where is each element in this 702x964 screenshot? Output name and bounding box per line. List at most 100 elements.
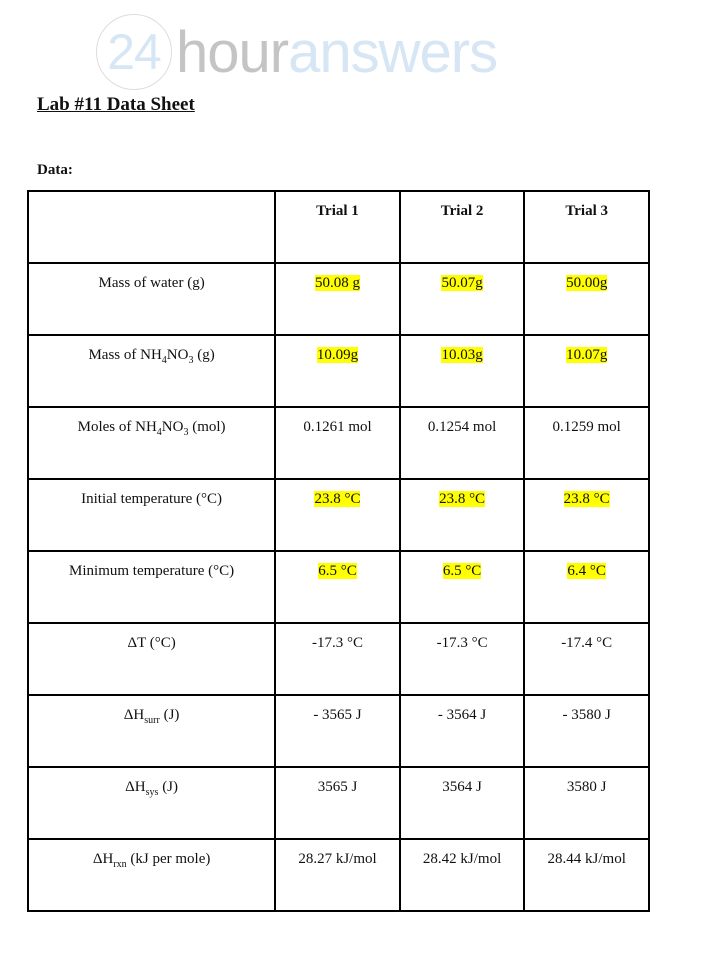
cell-value: 3564 J — [442, 779, 482, 795]
row-label: Mass of NH4NO3 (g) — [26, 334, 277, 408]
row-label: ΔT (°C) — [26, 622, 277, 696]
watermark-logo: 24 hour answers — [96, 12, 498, 92]
cell-value: 6.4 °C — [567, 563, 606, 579]
label-subscript: 3 — [188, 355, 194, 366]
cell-value: 6.5 °C — [442, 563, 482, 579]
cell-value: - 3564 J — [437, 707, 487, 723]
trial-3-cell: 28.44 kJ/mol — [523, 838, 650, 912]
label-text: NO — [161, 419, 184, 435]
cell-value: - 3565 J — [313, 707, 362, 723]
header-trial-2: Trial 2 — [398, 190, 526, 264]
header-trial-1: Trial 1 — [274, 190, 401, 264]
header-trial-3: Trial 3 — [523, 190, 650, 264]
row-label: Minimum temperature (°C) — [26, 550, 277, 624]
label-subscript: rxn — [113, 859, 127, 870]
trial-1-cell: 6.5 °C — [274, 550, 401, 624]
row-label: Initial temperature (°C) — [26, 478, 277, 552]
cell-value: 10.09g — [316, 347, 359, 363]
watermark-answers: answers — [288, 19, 498, 85]
label-text: NO — [166, 347, 189, 363]
trial-3-cell: - 3580 J — [523, 694, 650, 768]
trial-1-cell: 50.08 g — [274, 262, 401, 336]
label-subscript: sys — [145, 787, 159, 798]
table-row: Moles of NH4NO3 (mol) 0.1261 mol 0.1254 mo… — [26, 406, 650, 480]
trial-3-cell: 10.07g — [523, 334, 650, 408]
table-row: Mass of water (g) 50.08 g 50.07g 50.00g — [26, 262, 650, 336]
label-text: (kJ per mole) — [126, 851, 211, 867]
trial-2-cell: 0.1254 mol — [398, 406, 526, 480]
cell-value: -17.3 °C — [311, 635, 363, 651]
cell-value: 3580 J — [566, 779, 607, 795]
trial-1-cell: -17.3 °C — [274, 622, 401, 696]
label-text: Mass of water (g) — [98, 275, 205, 291]
trial-1-cell: 10.09g — [274, 334, 401, 408]
label-text: Minimum temperature (°C) — [69, 563, 235, 579]
label-subscript: 3 — [183, 427, 189, 438]
label-text: (mol) — [188, 419, 226, 435]
trial-2-cell: 10.03g — [398, 334, 526, 408]
watermark-number: 24 — [96, 14, 172, 90]
label-text: ΔH — [92, 851, 114, 867]
trial-3-cell: 50.00g — [523, 262, 650, 336]
cell-value: 50.00g — [566, 275, 608, 291]
row-label: Mass of water (g) — [26, 262, 277, 336]
label-text: (J) — [159, 707, 180, 723]
table-header-row: Trial 1 Trial 2 Trial 3 — [26, 190, 650, 264]
data-label: Data: — [37, 162, 73, 178]
data-table: Trial 1 Trial 2 Trial 3 Mass of water (g… — [26, 190, 650, 912]
cell-value: 3565 J — [317, 779, 358, 795]
label-text: (J) — [158, 779, 179, 795]
row-label: ΔHsys (J) — [26, 766, 277, 840]
label-text: (g) — [193, 347, 215, 363]
trial-3-cell: 3580 J — [523, 766, 650, 840]
label-subscript: 4 — [156, 427, 162, 438]
trial-2-cell: 3564 J — [398, 766, 526, 840]
cell-value: 28.42 kJ/mol — [422, 851, 502, 867]
table-row: Minimum temperature (°C) 6.5 °C 6.5 °C 6.4 … — [26, 550, 650, 624]
trial-3-cell: 6.4 °C — [523, 550, 650, 624]
cell-value: 10.07g — [566, 347, 608, 363]
cell-value: 28.27 kJ/mol — [298, 851, 377, 867]
row-label: ΔHsurr (J) — [26, 694, 277, 768]
label-subscript: 4 — [161, 355, 167, 366]
trial-3-cell: 0.1259 mol — [523, 406, 650, 480]
trial-2-cell: 28.42 kJ/mol — [398, 838, 526, 912]
page-title: Lab #11 Data Sheet — [37, 94, 195, 115]
cell-value: -17.4 °C — [561, 635, 613, 651]
label-subscript: surr — [144, 715, 160, 726]
row-label: ΔHrxn (kJ per mole) — [26, 838, 277, 912]
cell-value: - 3580 J — [562, 707, 611, 723]
label-text: Initial temperature (°C) — [81, 491, 223, 507]
label-text: Moles of NH — [77, 419, 157, 435]
trial-1-cell: 28.27 kJ/mol — [274, 838, 401, 912]
cell-value: 50.07g — [441, 275, 483, 291]
label-text: ΔH — [123, 707, 145, 723]
trial-2-cell: 50.07g — [398, 262, 526, 336]
trial-2-cell: 23.8 °C — [398, 478, 526, 552]
table-row: ΔHrxn (kJ per mole) 28.27 kJ/mol 28.42 kJ/… — [26, 838, 650, 912]
cell-value: 10.03g — [441, 347, 483, 363]
trial-3-cell: 23.8 °C — [523, 478, 650, 552]
cell-value: 6.5 °C — [318, 563, 357, 579]
header-cell-empty — [26, 190, 277, 264]
cell-value: 23.8 °C — [439, 491, 486, 507]
table-row: Initial temperature (°C) 23.8 °C 23.8 °C 23… — [26, 478, 650, 552]
table-row: ΔT (°C) -17.3 °C -17.3 °C -17.4 °C — [26, 622, 650, 696]
label-text: ΔT (°C) — [127, 635, 176, 651]
trial-1-cell: 3565 J — [274, 766, 401, 840]
cell-value: 23.8 °C — [563, 491, 610, 507]
trial-1-cell: 23.8 °C — [274, 478, 401, 552]
trial-2-cell: -17.3 °C — [398, 622, 526, 696]
trial-2-cell: 6.5 °C — [398, 550, 526, 624]
table-row: Mass of NH4NO3 (g) 10.09g 10.03g 10.07g — [26, 334, 650, 408]
trial-3-cell: -17.4 °C — [523, 622, 650, 696]
cell-value: -17.3 °C — [436, 635, 488, 651]
cell-value: 23.8 °C — [314, 491, 361, 507]
trial-1-cell: - 3565 J — [274, 694, 401, 768]
cell-value: 50.08 g — [314, 275, 360, 291]
trial-1-cell: 0.1261 mol — [274, 406, 401, 480]
cell-value: 0.1261 mol — [303, 419, 372, 435]
cell-value: 0.1259 mol — [552, 419, 621, 435]
cell-value: 0.1254 mol — [427, 419, 497, 435]
table-row: ΔHsurr (J) - 3565 J - 3564 J - 3580 J — [26, 694, 650, 768]
